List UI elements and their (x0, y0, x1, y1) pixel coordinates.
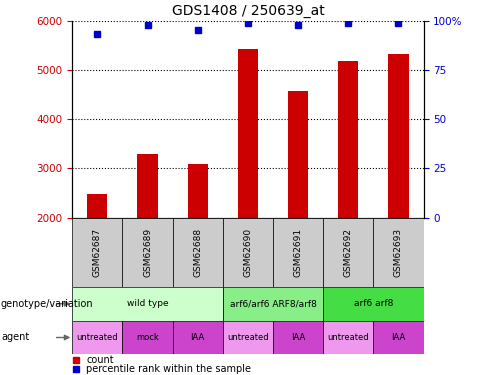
Bar (323, 321, 373, 354)
Text: GSM62687: GSM62687 (93, 228, 102, 277)
Bar (138, 153, 158, 218)
Bar (87, 194, 107, 217)
Bar (173, 321, 223, 354)
Text: GSM62691: GSM62691 (294, 228, 303, 277)
Bar (373, 321, 424, 354)
Text: GSM62689: GSM62689 (143, 228, 152, 277)
Text: percentile rank within the sample: percentile rank within the sample (86, 364, 251, 374)
Title: GDS1408 / 250639_at: GDS1408 / 250639_at (171, 4, 325, 18)
Bar (72, 321, 122, 354)
Bar (288, 90, 308, 218)
Text: GSM62690: GSM62690 (244, 228, 252, 277)
Text: GSM62688: GSM62688 (193, 228, 202, 277)
Bar (173, 217, 223, 287)
Bar (72, 217, 122, 287)
Bar (273, 217, 323, 287)
Bar (273, 321, 323, 354)
Text: agent: agent (1, 333, 29, 342)
Bar (323, 217, 373, 287)
Bar (122, 217, 173, 287)
Bar (223, 217, 273, 287)
Text: count: count (86, 356, 114, 366)
Text: mock: mock (136, 333, 159, 342)
Text: genotype/variation: genotype/variation (1, 299, 94, 309)
Text: untreated: untreated (227, 333, 269, 342)
Text: GSM62693: GSM62693 (394, 228, 403, 277)
Bar (122, 321, 173, 354)
Text: IAA: IAA (191, 333, 205, 342)
Text: arf6 arf8: arf6 arf8 (354, 299, 393, 308)
Bar (223, 321, 273, 354)
Text: IAA: IAA (291, 333, 305, 342)
Bar (238, 49, 258, 217)
Text: wild type: wild type (127, 299, 168, 308)
Bar (323, 287, 424, 321)
Text: IAA: IAA (391, 333, 406, 342)
Text: untreated: untreated (327, 333, 369, 342)
Bar (373, 217, 424, 287)
Bar (338, 61, 358, 217)
Bar (72, 287, 223, 321)
Bar (188, 164, 208, 218)
Bar (223, 287, 323, 321)
Text: untreated: untreated (77, 333, 118, 342)
Text: GSM62692: GSM62692 (344, 228, 353, 277)
Bar (388, 54, 408, 217)
Text: arf6/arf6 ARF8/arf8: arf6/arf6 ARF8/arf8 (229, 299, 316, 308)
